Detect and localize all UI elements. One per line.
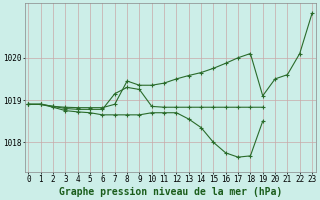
X-axis label: Graphe pression niveau de la mer (hPa): Graphe pression niveau de la mer (hPa) bbox=[59, 187, 282, 197]
